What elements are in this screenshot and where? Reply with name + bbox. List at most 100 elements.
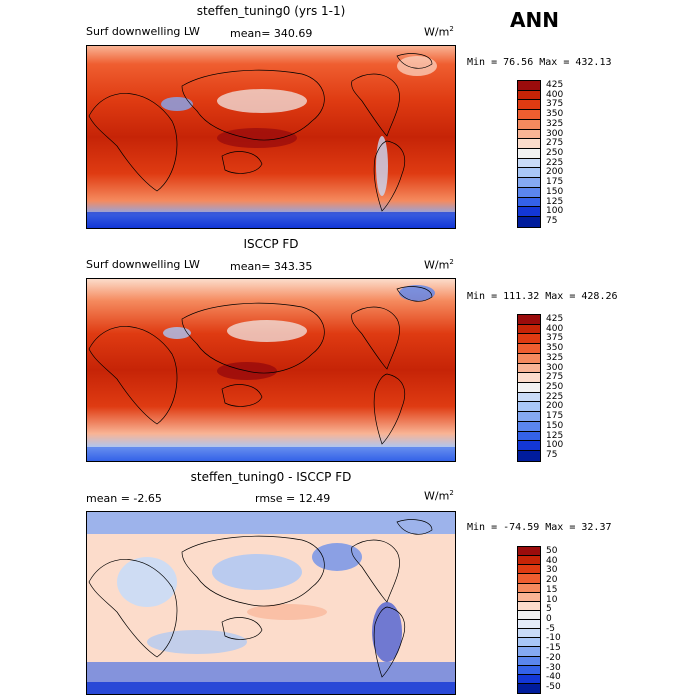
panel3-colorbar-tick: 15 [546,584,558,595]
panel3-mean: mean = -2.65 [86,492,162,505]
panel3-colorbar-segment [518,583,540,593]
panel2-colorbar-segment [518,392,540,403]
panel2-colorbar-segment [518,373,540,384]
panel1-colorbar-segment [518,110,540,120]
panel2-units: W/m2 [424,258,454,272]
panel1-colorbar-tick: 200 [546,167,564,178]
panel2-colorbar-segment [518,451,540,461]
panel2-colorbar-segment [518,315,540,325]
panel1-minmax: Min = 76.56 Max = 432.13 [467,57,612,68]
panel2-colorbar-tick: 425 [546,313,564,324]
panel3-colorbar-segment [518,574,540,584]
panel1-variable: Surf downwelling LW [86,25,200,38]
panel3-colorbar-segment [518,656,540,666]
panel1-colorbar-tick: 325 [546,118,564,129]
panel3-colorbar-segment [518,556,540,566]
panel1-colorbar-segment [518,197,540,208]
panel1-colorbar-segment [518,100,540,111]
panel1-colorbar-tick: 175 [546,177,564,188]
panel3-colorbar-segment [518,638,540,648]
panel2-colorbar-segment [518,363,540,374]
panel2-colorbar-segment [518,353,540,364]
panel2-colorbar-tick: 350 [546,343,564,354]
panel2-colorbar-segment [518,383,540,393]
panel2-colorbar-tick: 400 [546,323,564,334]
panel3-colorbar-tick: -30 [546,662,561,673]
panel2-colorbar-tick: 100 [546,440,564,451]
panel3-colorbar-tick: -10 [546,633,561,644]
panel1-mean: mean= 340.69 [230,27,313,40]
season-label: ANN [510,8,559,32]
panel1-colorbar [517,80,541,228]
panel2-mean: mean= 343.35 [230,260,313,273]
panel2-colorbar-segment [518,344,540,354]
panel1-colorbar-tick: 250 [546,148,564,158]
panel1-colorbar-segment [518,81,540,91]
panel3-units: W/m2 [424,489,454,503]
panel1-colorbar-segment [518,119,540,130]
panel2-colorbar-tick: 125 [546,430,564,441]
panel3-colorbar-segment [518,674,540,684]
panel1-colorbar-tick: 275 [546,138,564,149]
panel3-colorbar-segment [518,610,540,620]
panel1-colorbar-segment [518,207,540,218]
panel3-colorbar-segment [518,647,540,657]
panel3-colorbar-segment [518,601,540,611]
panel3-colorbar-segment [518,547,540,557]
panel2-colorbar-segment [518,421,540,432]
panel3-map-field [87,512,455,694]
panel2-colorbar-tick: 75 [546,450,558,461]
panel2-colorbar-tick: 275 [546,372,564,383]
panel1-colorbar-tick: 375 [546,99,564,110]
panel3-colorbar-tick: 10 [546,594,558,605]
panel2-colorbar-segment [518,441,540,452]
panel3-colorbar-tick: -50 [546,682,561,693]
panel2-colorbar-tick: 200 [546,401,564,412]
panel2-colorbar-segment [518,431,540,442]
panel3-colorbar-segment [518,565,540,575]
panel2-colorbar-segment [518,402,540,413]
panel3-colorbar-tick: -5 [546,623,555,634]
panel2-variable: Surf downwelling LW [86,258,200,271]
panel2-colorbar [517,314,541,462]
panel2-colorbar-tick: 150 [546,420,564,431]
panel1-colorbar-segment [518,178,540,188]
panel3-colorbar-tick: -15 [546,643,561,654]
panel2-colorbar-tick: 300 [546,362,564,373]
panel3-colorbar-tick: 5 [546,604,552,615]
panel1-units: W/m2 [424,25,454,39]
panel3-rmse: rmse = 12.49 [255,492,331,505]
panel1-map-field [87,46,455,228]
panel3-map [86,511,456,695]
panel1-colorbar-tick: 425 [546,79,564,90]
panel2-minmax: Min = 111.32 Max = 428.26 [467,291,618,302]
panel1-colorbar-tick: 225 [546,157,564,168]
panel2-map-field [87,279,455,461]
panel3-colorbar-tick: 30 [546,565,558,576]
panel2-colorbar-segment [518,412,540,422]
panel2-colorbar-tick: 250 [546,382,564,392]
panel2-colorbar-tick: 225 [546,391,564,402]
panel3-colorbar-tick: 50 [546,545,558,556]
panel3-colorbar-segment [518,620,540,630]
panel1-colorbar-segment [518,168,540,179]
panel1-colorbar-tick: 350 [546,109,564,120]
panel3-colorbar-tick: 0 [546,614,552,624]
panel3-colorbar-tick: 40 [546,555,558,566]
panel1-colorbar-segment [518,90,540,101]
panel3-title: steffen_tuning0 - ISCCP FD [190,470,352,484]
panel3-colorbar-tick: 20 [546,575,558,586]
panel1-colorbar-tick: 300 [546,128,564,139]
panel3-colorbar-segment [518,629,540,639]
panel1-colorbar-tick: 75 [546,216,558,227]
panel2-colorbar-tick: 375 [546,333,564,344]
panel2-map [86,278,456,462]
panel2-title: ISCCP FD [243,237,299,251]
panel2-colorbar-segment [518,334,540,345]
panel3-minmax: Min = -74.59 Max = 32.37 [467,522,612,533]
panel1-colorbar-segment [518,158,540,169]
panel3-colorbar [517,546,541,694]
panel1-colorbar-tick: 100 [546,206,564,217]
panel3-colorbar-tick: -20 [546,652,561,663]
panel1-colorbar-segment [518,139,540,150]
